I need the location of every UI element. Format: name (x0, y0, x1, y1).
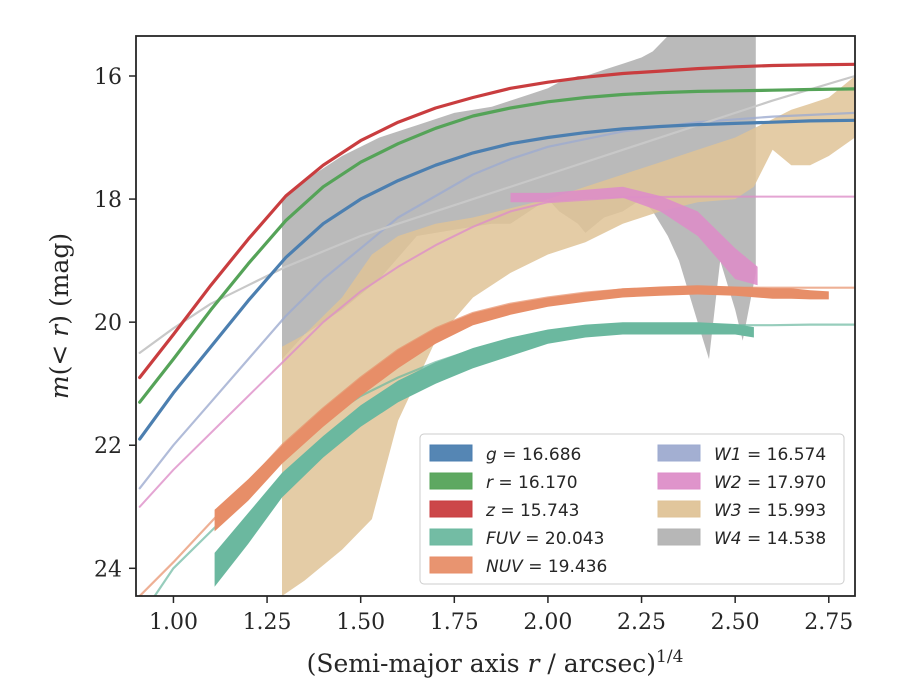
x-tick-label: 1.75 (430, 610, 479, 635)
x-axis-label: (Semi-major axis r / arcsec)1/4 (307, 647, 684, 678)
legend-label-r: r = 16.170 (486, 473, 578, 493)
series-line-z (138, 62, 855, 380)
legend-swatch-g (429, 444, 473, 462)
x-tick-label: 1.00 (149, 610, 198, 635)
legend-label-fuv: FUV = 20.043 (486, 529, 604, 549)
legend-swatch-w1 (657, 444, 701, 462)
legend-label-z: z = 15.743 (485, 501, 579, 521)
legend-swatch-r (429, 472, 473, 490)
plot-frame (135, 35, 856, 597)
legend-swatch-w4 (657, 528, 701, 546)
legend-label-w1: W1 = 16.574 (714, 445, 826, 465)
x-axis-ticks: 1.00 1.25 1.50 1.75 2.00 2.25 2.50 2.75 (149, 596, 853, 635)
legend-label-w2: W2 = 17.970 (714, 473, 826, 493)
y-axis-label: m(< r) (mag) (45, 233, 74, 399)
x-tick-label: 2.25 (617, 610, 666, 635)
y-axis-ticks: 16 18 20 22 24 (94, 65, 136, 582)
legend-label-w4: W4 = 14.538 (714, 529, 826, 549)
y-tick-label: 18 (94, 188, 122, 213)
series-band-fuv-band (214, 322, 754, 587)
y-tick-label: 20 (94, 311, 122, 336)
legend-swatch-nuv (429, 556, 473, 574)
series-band-w3 (282, 76, 855, 596)
legend-label-g: g = 16.686 (486, 445, 581, 465)
legend-label-nuv: NUV = 19.436 (486, 557, 607, 577)
x-tick-label: 1.50 (336, 610, 385, 635)
series-band-w2-band (510, 186, 758, 286)
x-tick-label: 2.50 (711, 610, 760, 635)
legend: g = 16.686 r = 16.170 z = 15.743 FUV = 20.0… (419, 433, 845, 585)
legend-label-w3: W3 = 15.993 (714, 501, 826, 521)
legend-swatch-w3 (657, 500, 701, 518)
legend-swatch-z (429, 500, 473, 518)
series-band-nuv-band (214, 285, 829, 532)
x-tick-label: 2.75 (804, 610, 853, 635)
series-line-g (138, 118, 855, 441)
legend-swatch-fuv (429, 528, 473, 546)
series-line-r (138, 87, 855, 404)
y-tick-label: 24 (94, 557, 122, 582)
x-tick-label: 2.00 (523, 610, 572, 635)
x-tick-label: 1.25 (243, 610, 292, 635)
legend-box (419, 433, 845, 585)
legend-swatch-w2 (657, 472, 701, 490)
y-tick-label: 16 (94, 65, 122, 90)
series-layer (138, 36, 855, 596)
y-tick-label: 22 (94, 434, 122, 459)
